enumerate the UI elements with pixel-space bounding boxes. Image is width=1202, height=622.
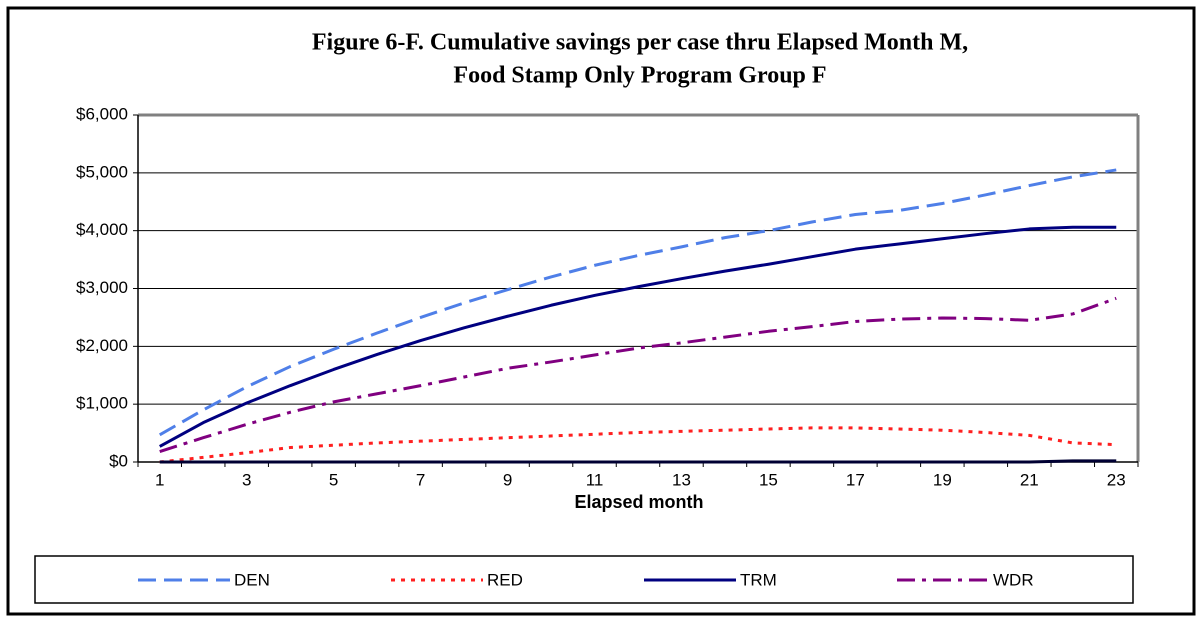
series-line (158, 168, 1117, 437)
series-line (159, 459, 1117, 464)
chart-border (6, 6, 1196, 616)
y-tick-label: $4,000 (76, 220, 128, 239)
series-line (159, 225, 1117, 448)
x-tick-label: 7 (416, 470, 425, 489)
x-tick-label: 3 (242, 470, 251, 489)
y-tick-label: $1,000 (76, 394, 128, 413)
x-axis-label: Elapsed month (574, 492, 703, 512)
legend-label: RED (487, 570, 523, 589)
x-tick-label: 15 (759, 470, 778, 489)
x-tick-label: 21 (1020, 470, 1039, 489)
x-tick-label: 17 (846, 470, 865, 489)
y-tick-label: $5,000 (76, 162, 128, 181)
x-tick-label: 1 (155, 470, 164, 489)
chart-title: Food Stamp Only Program Group F (453, 63, 826, 89)
y-tick-label: $2,000 (76, 336, 128, 355)
x-tick-label: 19 (933, 470, 952, 489)
chart-title: Figure 6-F. Cumulative savings per case … (312, 30, 968, 56)
legend-label: TRM (740, 570, 777, 589)
y-tick-label: $6,000 (76, 104, 128, 123)
x-tick-label: 5 (329, 470, 338, 489)
x-tick-label: 11 (586, 470, 604, 489)
y-tick-label: $0 (109, 451, 128, 470)
legend-label: DEN (234, 570, 270, 589)
series-line (159, 426, 1117, 464)
x-tick-label: 9 (503, 470, 512, 489)
legend-label: WDR (993, 570, 1034, 589)
x-tick-label: 23 (1107, 470, 1126, 489)
x-tick-label: 13 (672, 470, 691, 489)
y-tick-label: $3,000 (76, 278, 128, 297)
